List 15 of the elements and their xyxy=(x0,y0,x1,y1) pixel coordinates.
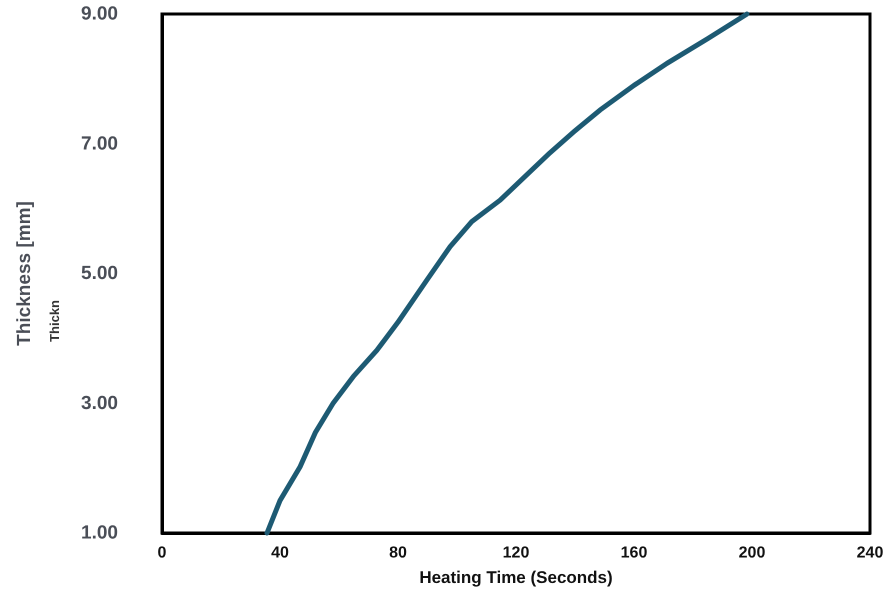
y-tick-label: 7.00 xyxy=(81,133,118,154)
x-tick-label: 240 xyxy=(856,544,884,562)
y-axis-title: Thickness [mm] xyxy=(14,201,35,346)
x-tick-label: 200 xyxy=(738,544,766,562)
x-axis-title: Heating Time (Seconds) xyxy=(419,568,613,587)
x-tick-label: 80 xyxy=(389,544,407,562)
y-tick-label: 9.00 xyxy=(81,4,118,24)
y-tick-label: 5.00 xyxy=(81,263,118,284)
x-tick-label: 0 xyxy=(158,544,167,562)
y-tick-label: 1.00 xyxy=(81,522,118,544)
text: Thickn xyxy=(47,300,62,342)
y-tick-label: 3.00 xyxy=(81,392,118,414)
x-tick-label: 40 xyxy=(271,544,289,562)
x-tick-label: 160 xyxy=(620,544,648,562)
x-tick-label: 120 xyxy=(502,544,530,562)
